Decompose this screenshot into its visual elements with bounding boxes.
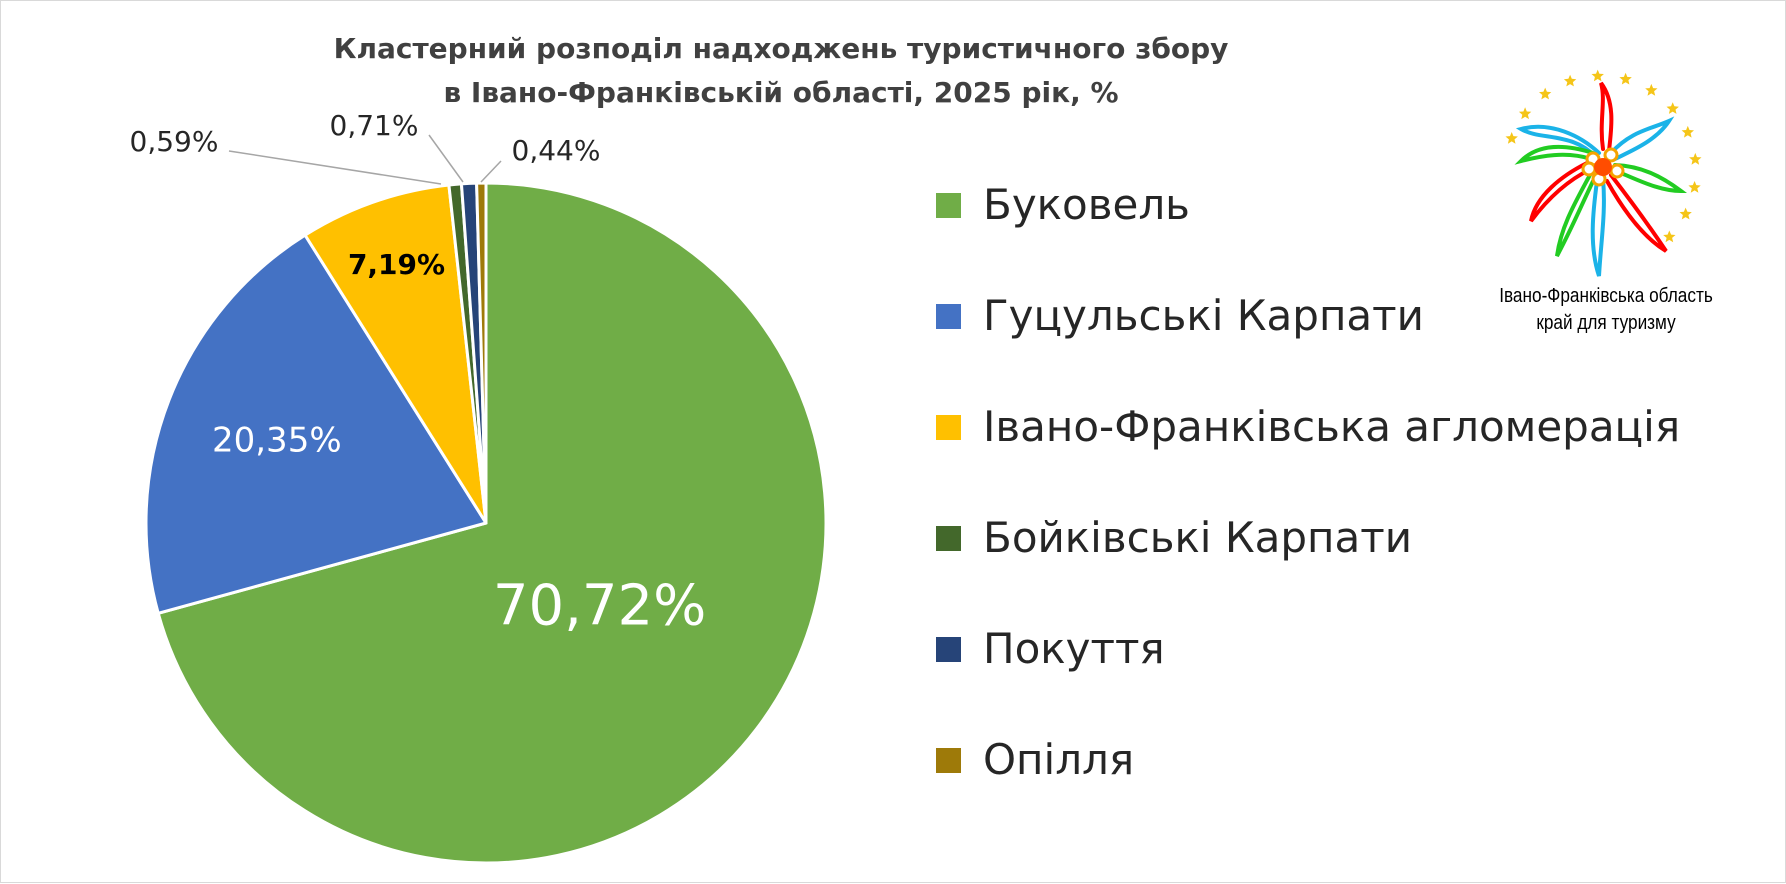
leader-line-3 [228, 150, 442, 185]
logo-star-icon [1563, 74, 1577, 87]
logo-star-icon [1591, 69, 1604, 82]
legend-swatch-3 [936, 526, 961, 551]
logo-petal-icon [1514, 144, 1595, 165]
legend-label-5: Опілля [983, 735, 1135, 784]
logo-stars-icon [1505, 69, 1702, 243]
logo-core-icon [1594, 158, 1612, 176]
logo-petal-icon [1515, 124, 1601, 163]
logo-star-icon [1681, 125, 1694, 138]
logo-petal-icon [1599, 81, 1614, 153]
logo-petal-icon [1555, 171, 1597, 257]
pie-slice-1 [144, 233, 488, 615]
legend-swatch-4 [936, 637, 961, 662]
legend-item-5: Опілля [936, 734, 1756, 845]
leader-line-5 [480, 160, 502, 183]
logo-petal-icon [1590, 177, 1606, 277]
chart-legend: Буковель Гуцульські Карпати Івано-Франківс… [936, 179, 1756, 845]
logo-star-icon [1663, 230, 1676, 243]
chart-title-line-2: в Івано-Франківській області, 2025 рік, … [443, 76, 1119, 109]
logo-petal-icon [1613, 163, 1688, 194]
legend-label-3: Бойківські Карпати [983, 513, 1413, 562]
legend-label-2: Івано-Франківська агломерація [983, 402, 1681, 451]
legend-swatch-2 [936, 415, 961, 440]
logo-star-icon [1518, 107, 1532, 120]
logo-star-icon [1619, 72, 1632, 85]
logo-star-icon [1666, 102, 1679, 114]
logo-star-icon [1688, 181, 1701, 193]
legend-label-1: Гуцульські Карпати [983, 291, 1424, 340]
data-label-3: 0,59% [130, 125, 219, 158]
data-label-5: 0,44% [512, 134, 601, 167]
data-label-1: 20,35% [212, 420, 342, 460]
logo-petal-icon [1609, 116, 1675, 161]
legend-item-0: Буковель [936, 179, 1756, 290]
logo-star-icon [1689, 152, 1702, 165]
legend-swatch-0 [936, 193, 961, 218]
region-tourism-logo [1505, 69, 1702, 277]
logo-star-icon [1539, 87, 1552, 100]
logo-flower-icon [1514, 81, 1688, 277]
legend-swatch-1 [936, 304, 961, 329]
pie-slice-0 [156, 181, 828, 865]
chart-title: Кластерний розподіл надходжень туристичн… [331, 27, 1231, 115]
chart-title-line-1: Кластерний розподіл надходжень туристичн… [333, 32, 1229, 65]
data-label-2: 7,19% [348, 248, 445, 281]
legend-swatch-5 [936, 748, 961, 773]
logo-bead-icon [1581, 161, 1597, 177]
legend-label-0: Буковель [983, 180, 1190, 229]
logo-caption: Івано-Франківська область край для туриз… [1499, 283, 1714, 337]
data-label-4: 0,71% [330, 109, 419, 142]
logo-bead-icon [1609, 163, 1625, 179]
logo-caption-line-2: край для туризму [1536, 312, 1676, 334]
logo-star-icon [1505, 132, 1518, 144]
pie-slice-2 [303, 183, 488, 525]
legend-label-4: Покуття [983, 624, 1165, 673]
leader-line-4 [428, 134, 464, 183]
logo-bead-icon [1603, 147, 1619, 163]
legend-item-4: Покуття [936, 623, 1756, 734]
logo-star-icon [1645, 83, 1658, 96]
data-label-0: 70,72% [493, 574, 707, 639]
logo-star-icon [1679, 207, 1692, 220]
legend-item-2: Івано-Франківська агломерація [936, 401, 1756, 512]
legend-item-3: Бойківські Карпати [936, 512, 1756, 623]
logo-petal-icon [1529, 161, 1593, 223]
logo-petal-icon [1605, 173, 1668, 253]
pie-slice-5 [475, 181, 488, 525]
legend-item-1: Гуцульські Карпати [936, 290, 1756, 401]
logo-caption-line-1: Івано-Франківська область [1499, 285, 1713, 307]
